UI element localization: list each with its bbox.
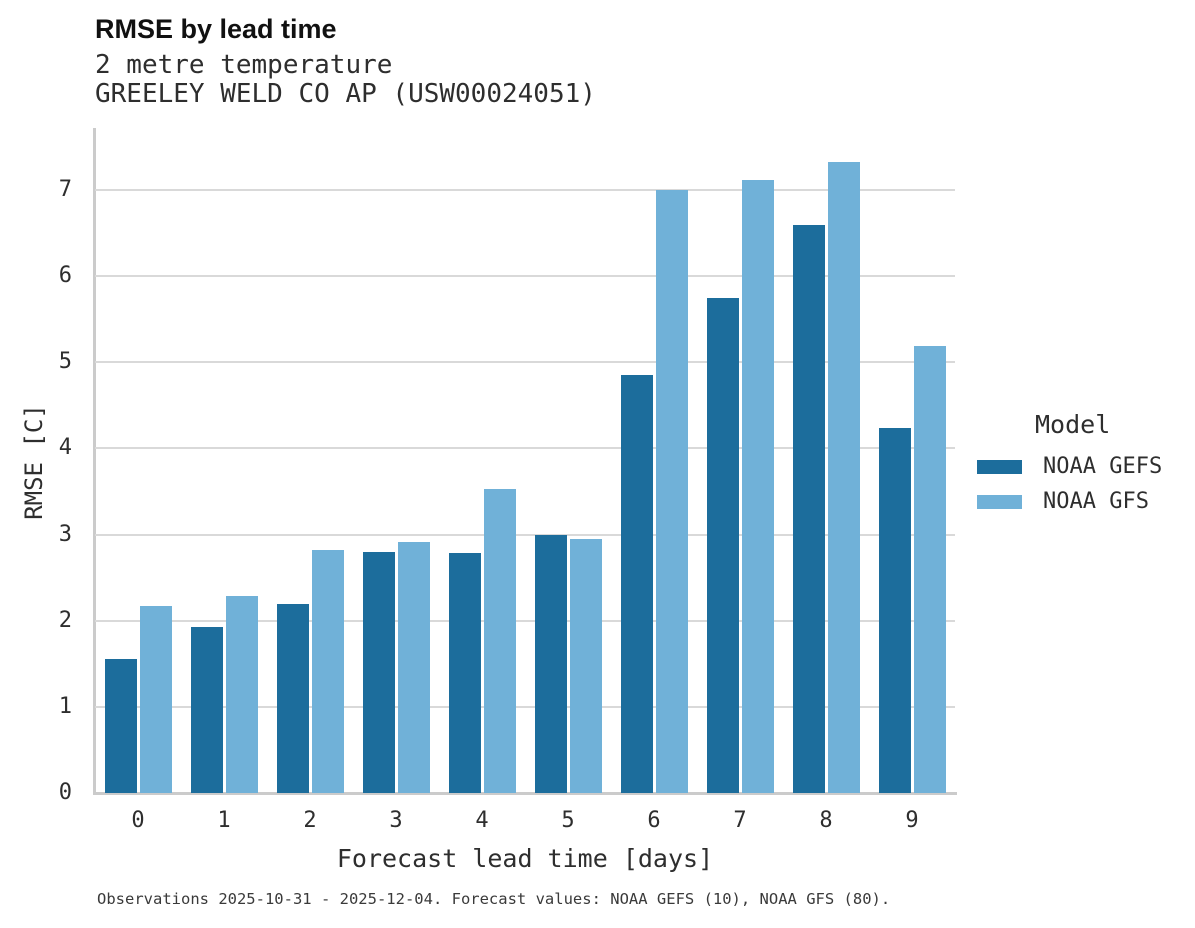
x-tick-label-3: 3 bbox=[389, 808, 403, 833]
y-tick-label-4: 4 bbox=[58, 435, 72, 461]
gridline-y-3 bbox=[95, 533, 955, 536]
y-tick-label-7: 7 bbox=[58, 177, 72, 203]
gridline-y-7 bbox=[95, 189, 955, 192]
bar-noaa-gfs-lead-2 bbox=[311, 550, 344, 793]
bar-group-lead-9 bbox=[869, 128, 955, 793]
bar-group-lead-1 bbox=[181, 128, 267, 793]
bar-noaa-gfs-lead-9 bbox=[913, 345, 946, 793]
plot-area bbox=[95, 128, 955, 793]
legend-swatch-noaa-gfs bbox=[977, 494, 1022, 509]
x-tick-label-8: 8 bbox=[819, 808, 833, 833]
x-axis-tick-labels: 0 1 2 3 4 5 6 7 8 9 bbox=[95, 808, 955, 834]
bar-noaa-gefs-lead-1 bbox=[190, 626, 223, 793]
bar-group-lead-4 bbox=[439, 128, 525, 793]
x-tick-label-5: 5 bbox=[561, 808, 575, 833]
bar-group-lead-3 bbox=[353, 128, 439, 793]
legend-item-noaa-gfs: NOAA GFS bbox=[977, 484, 1162, 519]
bar-group-lead-6 bbox=[611, 128, 697, 793]
x-tick-label-6: 6 bbox=[647, 808, 661, 833]
gridline-y-6 bbox=[95, 275, 955, 278]
bar-group-lead-5 bbox=[525, 128, 611, 793]
y-tick-label-3: 3 bbox=[58, 521, 72, 547]
bar-noaa-gfs-lead-1 bbox=[225, 595, 258, 793]
bar-noaa-gefs-lead-9 bbox=[878, 427, 911, 793]
bar-group-lead-7 bbox=[697, 128, 783, 793]
legend-swatch-noaa-gefs bbox=[977, 459, 1022, 474]
y-axis-spine bbox=[93, 128, 96, 793]
bars-layer bbox=[95, 128, 955, 793]
bar-noaa-gefs-lead-4 bbox=[448, 552, 481, 793]
x-tick-label-0: 0 bbox=[131, 808, 145, 833]
y-tick-label-5: 5 bbox=[58, 349, 72, 375]
gridline-y-4 bbox=[95, 447, 955, 450]
bar-noaa-gfs-lead-5 bbox=[569, 538, 602, 793]
x-tick-label-9: 9 bbox=[905, 808, 919, 833]
bar-noaa-gfs-lead-0 bbox=[139, 606, 172, 793]
bar-noaa-gfs-lead-8 bbox=[827, 161, 860, 793]
y-tick-label-6: 6 bbox=[58, 263, 72, 289]
caption-observations: Observations 2025-10-31 - 2025-12-04. Fo… bbox=[97, 890, 891, 908]
x-tick-label-1: 1 bbox=[217, 808, 231, 833]
y-axis-tick-labels: 0 1 2 3 4 5 6 7 bbox=[0, 128, 72, 805]
bar-noaa-gefs-lead-8 bbox=[792, 225, 825, 793]
gridline-y-2 bbox=[95, 619, 955, 622]
bar-noaa-gfs-lead-7 bbox=[741, 179, 774, 793]
y-tick-label-1: 1 bbox=[58, 693, 72, 719]
bar-noaa-gefs-lead-2 bbox=[276, 603, 309, 793]
y-tick-label-0: 0 bbox=[58, 780, 72, 805]
bar-noaa-gfs-lead-6 bbox=[655, 190, 688, 793]
x-axis-title: Forecast lead time [days] bbox=[336, 844, 714, 873]
bar-noaa-gefs-lead-3 bbox=[362, 551, 395, 793]
bar-noaa-gefs-lead-7 bbox=[706, 297, 739, 793]
bar-noaa-gefs-lead-5 bbox=[534, 535, 567, 793]
y-tick-label-2: 2 bbox=[58, 607, 72, 633]
bar-noaa-gfs-lead-4 bbox=[483, 488, 516, 793]
legend-label-noaa-gefs: NOAA GEFS bbox=[1043, 454, 1163, 479]
chart-title: RMSE by lead time bbox=[95, 14, 337, 44]
gridline-y-5 bbox=[95, 361, 955, 364]
bar-group-lead-0 bbox=[95, 128, 181, 793]
bar-noaa-gefs-lead-0 bbox=[104, 658, 137, 793]
bar-group-lead-8 bbox=[783, 128, 869, 793]
chart-subtitle-variable: 2 metre temperature bbox=[95, 50, 393, 80]
bar-noaa-gefs-lead-6 bbox=[620, 375, 653, 793]
bar-group-lead-2 bbox=[267, 128, 353, 793]
legend-item-noaa-gefs: NOAA GEFS bbox=[977, 449, 1162, 484]
legend-label-noaa-gfs: NOAA GFS bbox=[1043, 489, 1149, 514]
x-tick-label-2: 2 bbox=[303, 808, 317, 833]
chart-subtitle-station: GREELEY WELD CO AP (USW00024051) bbox=[95, 79, 596, 109]
x-axis-spine bbox=[93, 792, 957, 795]
legend: Model NOAA GEFS NOAA GFS bbox=[977, 410, 1162, 519]
x-tick-label-7: 7 bbox=[733, 808, 747, 833]
x-tick-label-4: 4 bbox=[475, 808, 489, 833]
legend-title: Model bbox=[1035, 410, 1111, 439]
gridline-y-1 bbox=[95, 705, 955, 708]
bar-noaa-gfs-lead-3 bbox=[397, 542, 430, 793]
